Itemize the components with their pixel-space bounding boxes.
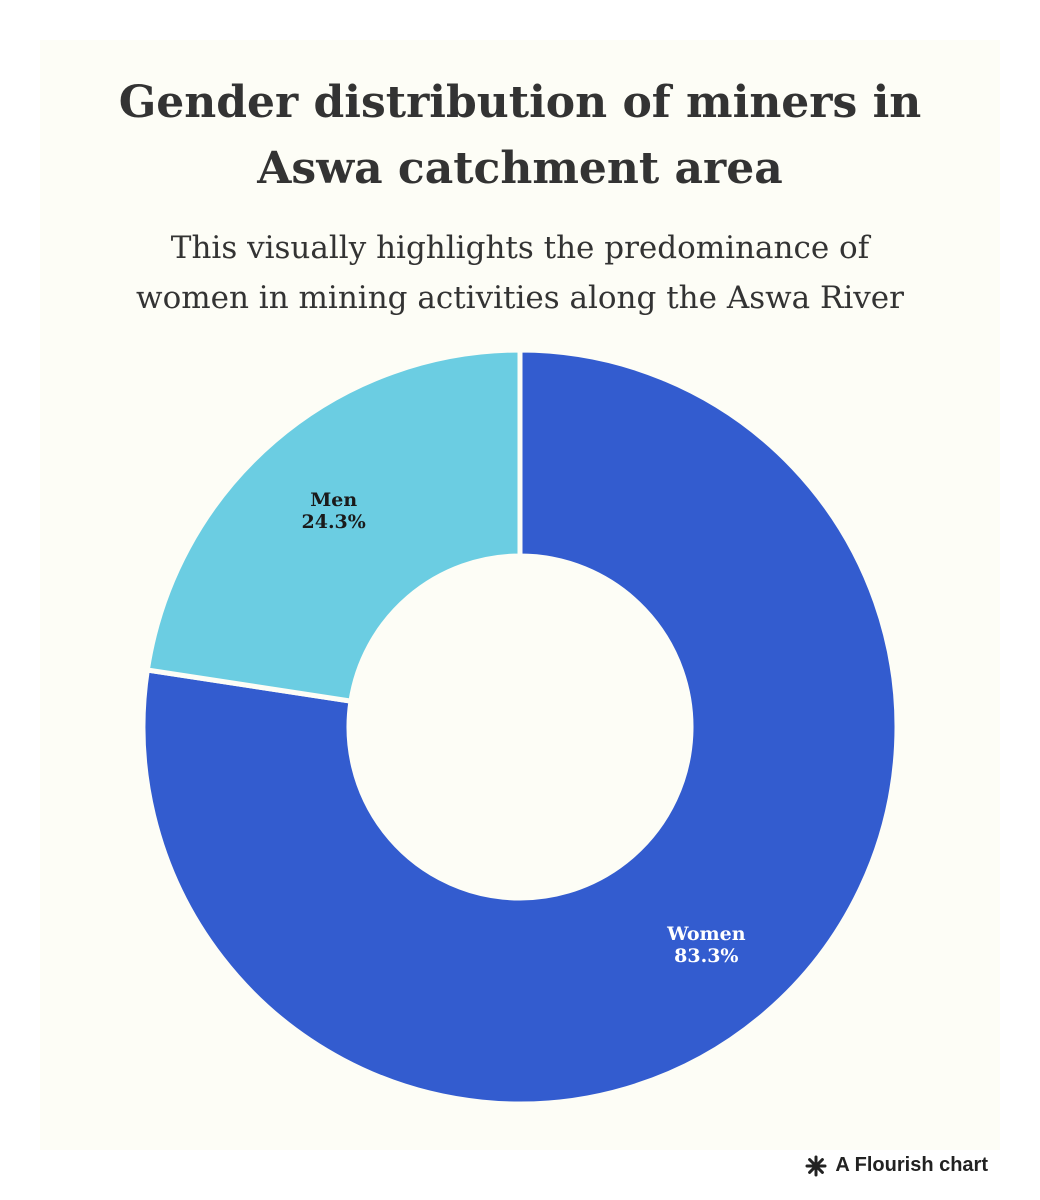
donut-label-name-men: Men bbox=[310, 489, 357, 511]
chart-subtitle-line-2: women in mining activities along the Asw… bbox=[136, 280, 904, 316]
donut-chart: Women 83.3% Men 24.3% bbox=[140, 347, 900, 1107]
donut-label-value-women: 83.3% bbox=[674, 945, 738, 967]
donut-label-men: Men 24.3% bbox=[302, 489, 366, 533]
chart-title-line-1: Gender distribution of miners in bbox=[118, 77, 922, 128]
donut-label-women: Women 83.3% bbox=[666, 923, 746, 967]
chart-title-line-2: Aswa catchment area bbox=[257, 143, 783, 194]
donut-label-value-men: 24.3% bbox=[302, 511, 366, 533]
donut-label-name-women: Women bbox=[666, 923, 746, 945]
flourish-credit[interactable]: A Flourish chart bbox=[805, 1154, 988, 1177]
flourish-asterisk-icon bbox=[805, 1155, 827, 1176]
flourish-credit-label: A Flourish chart bbox=[835, 1154, 988, 1176]
chart-subtitle: This visually highlights the predominanc… bbox=[0, 223, 1040, 323]
donut-slice-women[interactable] bbox=[140, 347, 900, 1107]
donut-slice-men[interactable] bbox=[144, 347, 523, 704]
chart-subtitle-line-1: This visually highlights the predominanc… bbox=[170, 230, 870, 266]
chart-title: Gender distribution of miners in Aswa ca… bbox=[0, 70, 1040, 202]
